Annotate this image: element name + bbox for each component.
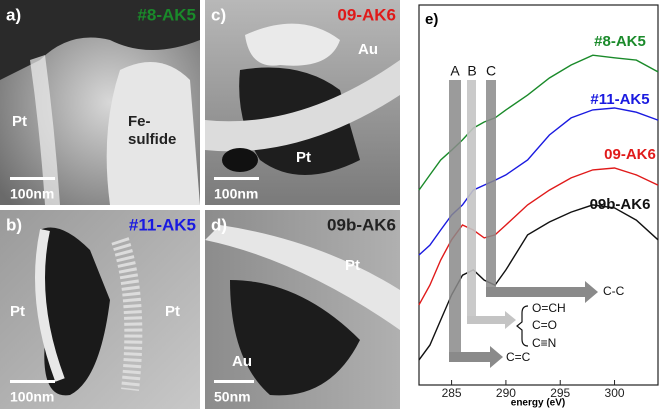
x-tick-label: 300 [605, 386, 625, 400]
panel-label: a) [6, 5, 21, 24]
arrow-label: C-C [603, 284, 625, 298]
panel-label: c) [211, 5, 226, 24]
panel-label: d) [211, 215, 227, 234]
arrow-label: C=C [506, 350, 531, 364]
scale-bar-label: 100nm [10, 186, 54, 202]
figure: a) #8-AK5 Pt Fe- sulfide 100nm c) 09-AK6… [0, 0, 660, 409]
panel-c: c) 09-AK6 Au Pt 100nm [205, 0, 400, 205]
panel-label: b) [6, 215, 22, 234]
scale-bar-label: 100nm [214, 186, 258, 202]
x-tick-label: 285 [442, 386, 462, 400]
region-label: Pt [345, 257, 360, 274]
panel-label: e) [425, 11, 438, 28]
region-label: Pt [10, 303, 25, 320]
series-label: #11-AK5 [590, 91, 649, 108]
region-label: sulfide [128, 131, 176, 148]
x-tick-label: 290 [496, 386, 516, 400]
region-label: Pt [165, 303, 180, 320]
region-label: Au [358, 41, 378, 58]
region-label: Pt [296, 149, 311, 166]
sample-label: 09b-AK6 [327, 215, 396, 234]
sample-label: 09-AK6 [337, 5, 396, 24]
scale-bar-label: 50nm [214, 389, 251, 405]
arrow-label: C=O [532, 318, 557, 332]
region-label: Pt [12, 113, 27, 130]
sample-label: #8-AK5 [137, 5, 196, 24]
band-label: C [486, 63, 496, 79]
sample-label: #11-AK5 [129, 215, 196, 234]
panel-b: b) #11-AK5 Pt Pt 100nm [0, 210, 200, 409]
scale-bar-label: 100nm [10, 389, 54, 405]
region-label: Fe- [128, 113, 151, 130]
series-label: 09b-AK6 [590, 196, 651, 213]
panel-d: d) 09b-AK6 Pt Au 50nm [205, 210, 400, 409]
x-tick-label: 295 [550, 386, 570, 400]
region-label: Au [232, 353, 252, 370]
band-label: A [450, 63, 460, 79]
arrow-label: O=CH [532, 301, 566, 315]
arrow-label: C≡N [532, 336, 556, 350]
panel-a: a) #8-AK5 Pt Fe- sulfide 100nm [0, 0, 200, 205]
series-label: #8-AK5 [594, 33, 646, 50]
series-label: 09-AK6 [604, 146, 656, 163]
band-label: B [467, 63, 476, 79]
